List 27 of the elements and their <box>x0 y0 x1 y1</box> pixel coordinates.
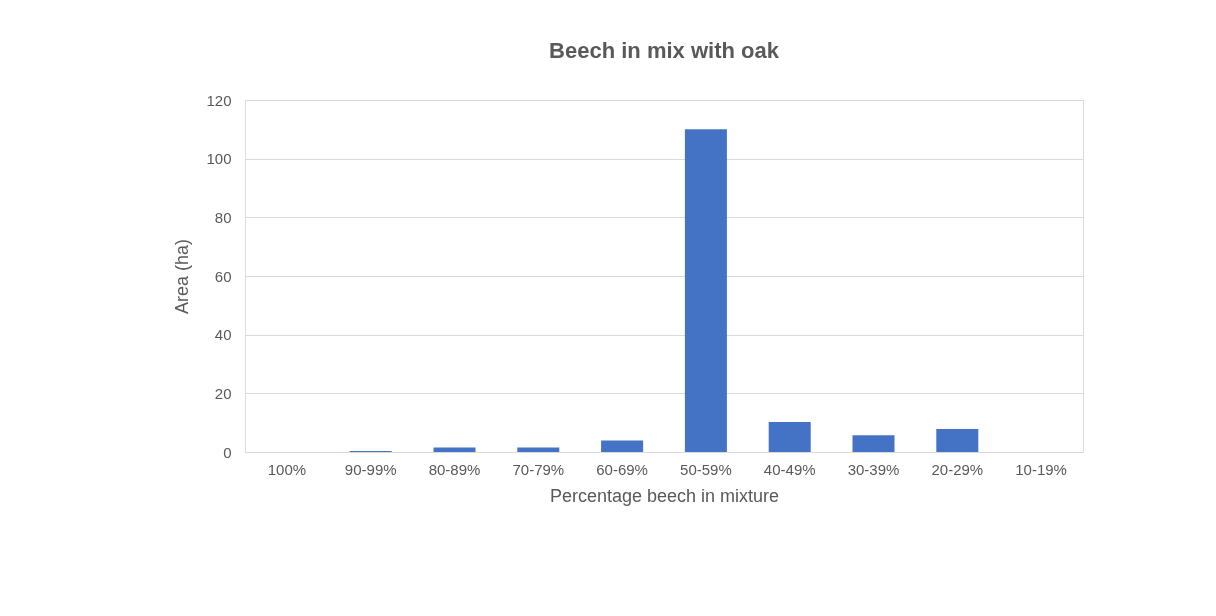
y-tick-label: 120 <box>206 91 232 109</box>
bar <box>936 429 979 452</box>
x-tick-label: 40-49% <box>763 460 816 478</box>
x-tick-label: 60-69% <box>596 460 648 478</box>
x-axis-title: Percentage beech in mixture <box>549 485 780 506</box>
y-axis-title: Area (ha) <box>172 238 193 315</box>
x-tick-label: 10-19% <box>1015 460 1067 478</box>
y-tick-label: 100 <box>206 150 232 168</box>
bar <box>433 447 476 452</box>
x-tick-label: 70-79% <box>512 460 565 478</box>
y-tick-label: 20 <box>214 384 232 402</box>
x-tick-label: 100% <box>267 460 307 478</box>
bar <box>684 129 727 452</box>
bar <box>852 435 895 452</box>
y-tick-label: 80 <box>214 208 232 226</box>
x-tick-label: 80-89% <box>428 460 481 478</box>
x-tick-label: 20-29% <box>931 460 984 478</box>
bar <box>517 447 560 452</box>
y-tick-label: 40 <box>214 326 232 344</box>
x-tick-label: 50-59% <box>680 460 732 478</box>
chart-title: Beech in mix with oak <box>549 38 780 63</box>
y-tick-label: 0 <box>223 443 232 461</box>
x-tick-label: 30-39% <box>847 460 900 478</box>
bar <box>768 422 811 452</box>
bar <box>601 440 644 452</box>
x-tick-label: 90-99% <box>344 460 397 478</box>
y-tick-label: 60 <box>214 267 232 285</box>
